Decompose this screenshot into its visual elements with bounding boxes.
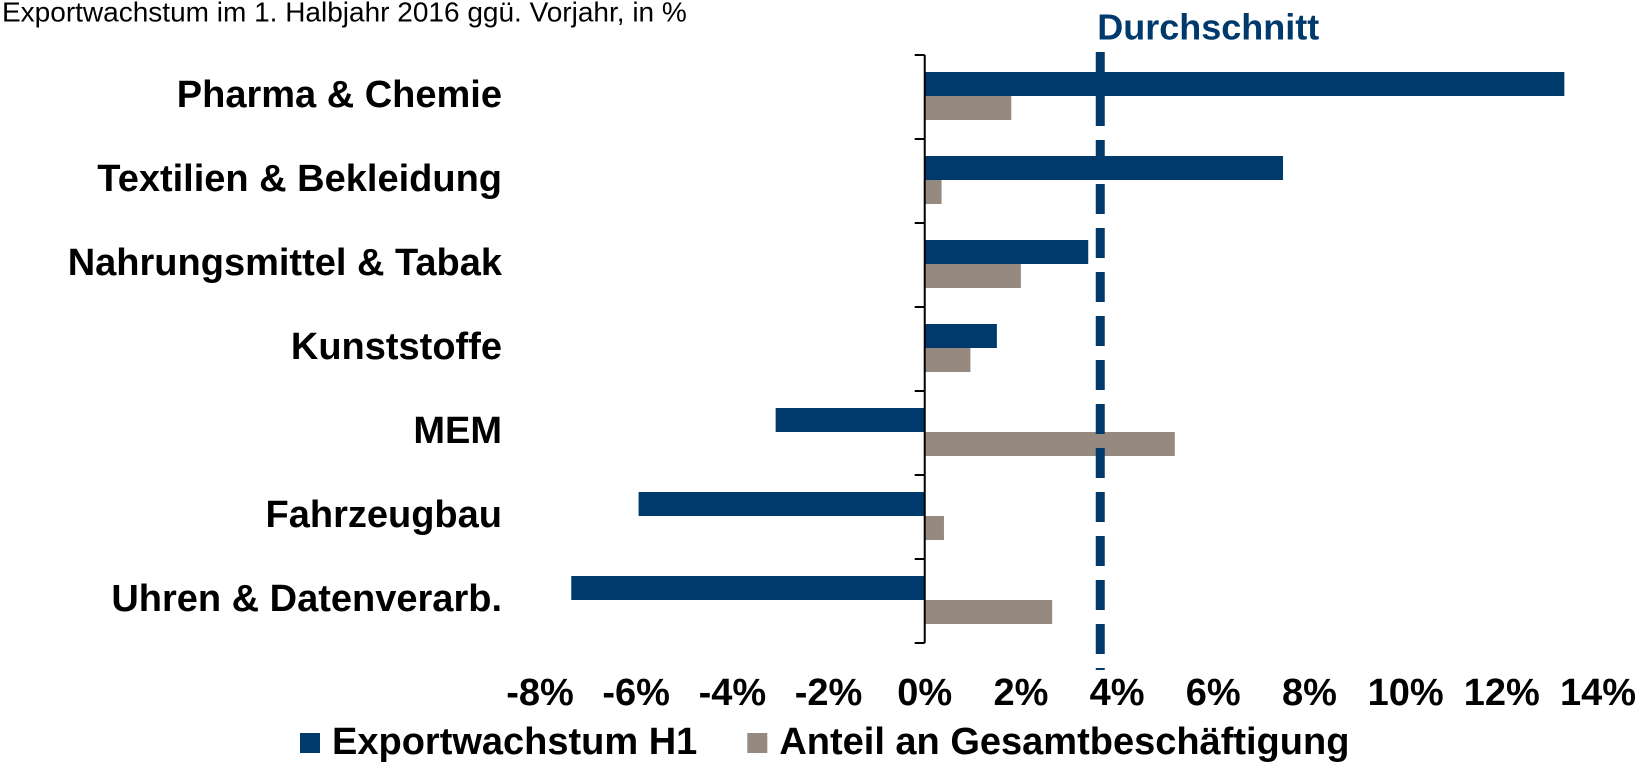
category-label: Fahrzeugbau xyxy=(266,494,502,536)
x-tick-label: 2% xyxy=(993,672,1048,714)
x-tick-label: 14% xyxy=(1560,672,1636,714)
x-tick-label: -2% xyxy=(795,672,863,714)
category-label: Pharma & Chemie xyxy=(177,74,502,116)
bar xyxy=(924,96,1012,120)
category-label: Kunststoffe xyxy=(291,326,502,368)
bar xyxy=(924,516,944,540)
x-tick-label: 6% xyxy=(1186,672,1241,714)
legend-label: Anteil an Gesamtbeschäftigung xyxy=(779,721,1349,763)
chart-title: Exportwachstum im 1. Halbjahr 2016 ggü. … xyxy=(2,0,687,27)
bar xyxy=(638,492,925,516)
x-tick-label: 4% xyxy=(1090,672,1145,714)
category-label: Uhren & Datenverarb. xyxy=(111,578,502,620)
bar xyxy=(924,72,1565,96)
category-label: MEM xyxy=(413,410,502,452)
x-tick-label: -6% xyxy=(602,672,670,714)
bar xyxy=(775,408,925,432)
x-tick-label: 12% xyxy=(1464,672,1540,714)
bar xyxy=(924,324,997,348)
legend-swatch xyxy=(747,733,768,753)
bar xyxy=(924,180,942,204)
bar xyxy=(924,240,1089,264)
bar xyxy=(924,600,1053,624)
bar xyxy=(924,432,1175,456)
bar xyxy=(924,348,971,372)
reference-label: Durchschnitt xyxy=(1097,7,1319,48)
category-label: Nahrungsmittel & Tabak xyxy=(68,242,503,284)
bar xyxy=(924,264,1021,288)
x-tick-label: 8% xyxy=(1282,672,1337,714)
legend-label: Exportwachstum H1 xyxy=(332,721,697,763)
bar xyxy=(571,576,925,600)
x-tick-label: 0% xyxy=(897,672,952,714)
category-label: Textilien & Bekleidung xyxy=(97,158,502,200)
x-tick-label: -4% xyxy=(699,672,767,714)
x-tick-label: 10% xyxy=(1368,672,1444,714)
x-tick-label: -8% xyxy=(506,672,574,714)
legend-swatch xyxy=(300,733,320,753)
